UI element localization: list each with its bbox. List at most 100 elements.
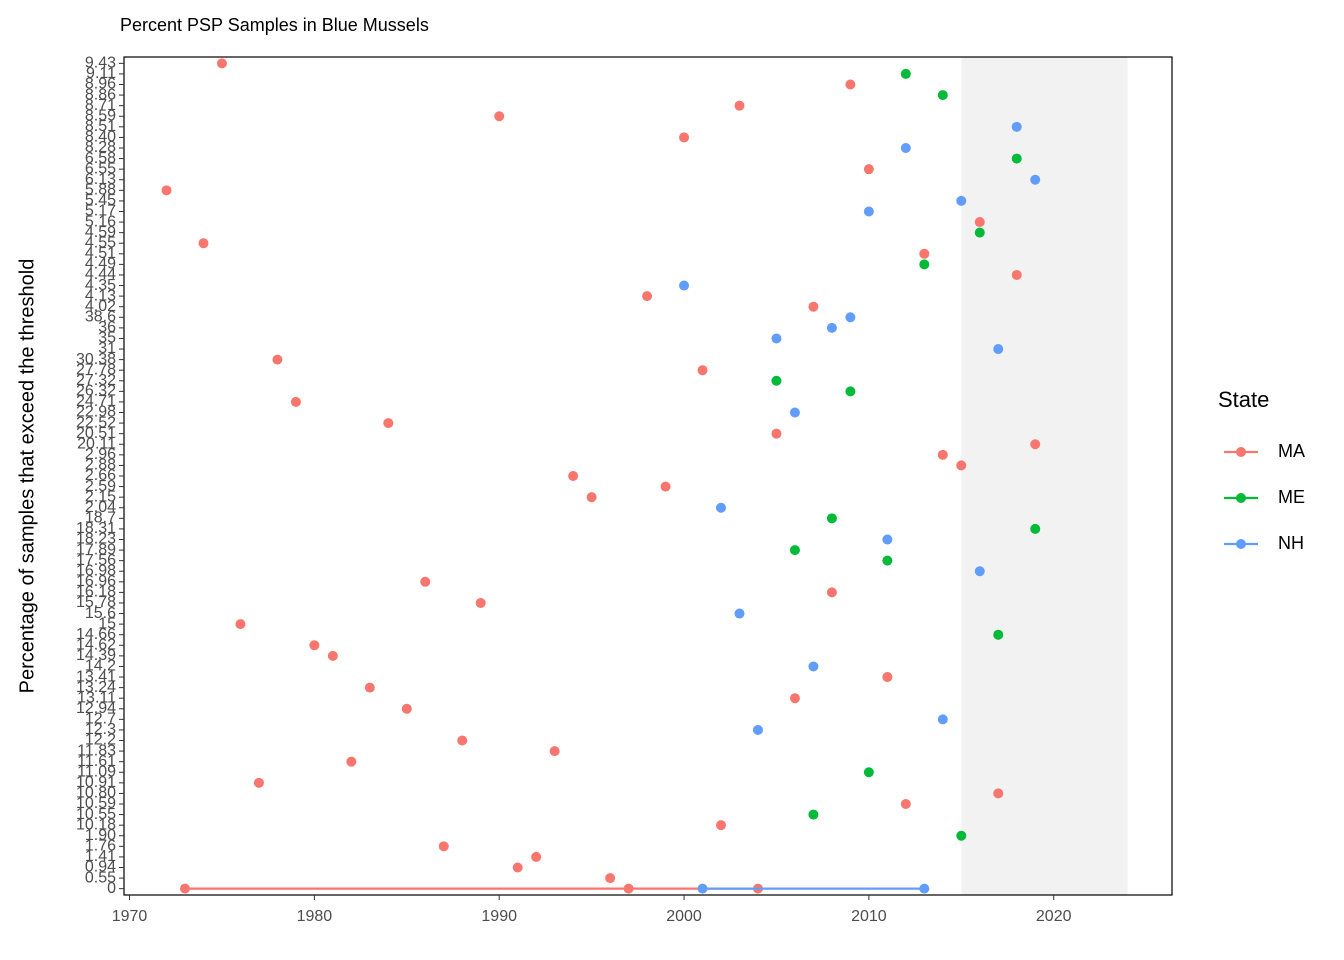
- y-tick-label: 10.18: [76, 816, 116, 833]
- data-point: [789, 407, 800, 418]
- x-tick-label: 2020: [1036, 908, 1072, 925]
- y-tick-label: 22.98: [76, 404, 116, 421]
- y-tick-label: 4.55: [85, 234, 116, 251]
- x-tick-label: 2010: [851, 908, 887, 925]
- y-tick-label: 4.44: [85, 266, 116, 283]
- data-point: [937, 714, 948, 725]
- data-point: [863, 767, 874, 778]
- data-point: [235, 619, 246, 630]
- data-point: [716, 820, 727, 831]
- data-point: [1011, 153, 1022, 164]
- y-tick-label: 2.88: [85, 457, 116, 474]
- y-tick-label: 1.41: [85, 848, 116, 865]
- data-point: [845, 386, 856, 397]
- data-point: [863, 164, 874, 175]
- y-tick-label: 5.17: [85, 203, 116, 220]
- y-tick-label: 5.16: [85, 213, 116, 230]
- legend-title: State: [1218, 387, 1269, 412]
- y-tick-label: 12.3: [85, 721, 116, 738]
- y-tick-label: 8.28: [85, 139, 116, 156]
- y-tick-label: 1.90: [85, 827, 116, 844]
- y-tick-label: 0.94: [85, 859, 116, 876]
- y-tick-label: 13.11: [77, 689, 116, 706]
- data-point: [660, 481, 671, 492]
- y-tick-label: 6.58: [85, 150, 116, 167]
- data-point: [882, 555, 893, 566]
- y-tick-label: 4.49: [85, 256, 116, 273]
- y-tick-label: 10.91: [76, 774, 116, 791]
- data-point: [937, 449, 948, 460]
- data-point: [679, 280, 690, 291]
- y-tick-label: 14.39: [76, 647, 116, 664]
- legend-point: [1236, 447, 1246, 457]
- data-point: [586, 492, 597, 503]
- data-point: [697, 365, 708, 376]
- data-point: [919, 259, 930, 270]
- y-tick-label: 10.55: [76, 806, 116, 823]
- y-tick-label: 27.32: [76, 372, 116, 389]
- data-point: [179, 883, 190, 894]
- y-tick-label: 18.23: [76, 531, 116, 548]
- data-point: [993, 344, 1004, 355]
- y-tick-label: 9.11: [86, 65, 116, 82]
- y-tick-label: 2.59: [85, 478, 116, 495]
- y-tick-label: 15.78: [76, 594, 116, 611]
- y-tick-label: 4.02: [85, 298, 116, 315]
- y-tick-label: 27.78: [76, 361, 116, 378]
- data-point: [882, 534, 893, 545]
- data-point: [937, 90, 948, 101]
- data-point: [327, 650, 338, 661]
- x-tick-label: 2000: [666, 908, 702, 925]
- data-point: [863, 206, 874, 217]
- y-tick-label: 0.55: [85, 869, 116, 886]
- y-tick-label: 9.43: [85, 55, 116, 72]
- data-point: [808, 661, 819, 672]
- y-tick-label: 8.59: [85, 107, 116, 124]
- y-tick-label: 11.61: [77, 753, 116, 770]
- y-tick-label: 4.51: [85, 245, 116, 262]
- y-tick-label: 15: [98, 615, 116, 632]
- data-point: [956, 195, 967, 206]
- y-tick-label: 16.98: [76, 562, 116, 579]
- y-tick-label: 17.89: [76, 541, 116, 558]
- data-point: [900, 142, 911, 153]
- x-tick-label: 1990: [481, 908, 517, 925]
- y-axis-title: Percentage of samples that exceed the th…: [16, 259, 38, 694]
- y-tick-label: 11.09: [77, 763, 116, 780]
- data-point: [605, 873, 616, 884]
- y-tick-label: 2.96: [85, 446, 116, 463]
- data-point: [771, 333, 782, 344]
- data-point: [401, 703, 412, 714]
- y-tick-label: 5.45: [85, 192, 116, 209]
- data-point: [457, 735, 468, 746]
- data-point: [882, 672, 893, 683]
- y-tick-label: 8.71: [85, 97, 116, 114]
- data-point: [290, 396, 301, 407]
- data-point: [716, 502, 727, 513]
- y-tick-label: 17.56: [76, 552, 116, 569]
- y-tick-label: 36: [98, 319, 116, 336]
- y-tick-label: 5.88: [85, 182, 116, 199]
- data-point: [272, 354, 283, 365]
- data-point: [568, 471, 579, 481]
- y-tick-label: 11.83: [77, 742, 116, 759]
- y-tick-label: 20.51: [76, 425, 116, 442]
- y-tick-label: 14.2: [85, 658, 116, 675]
- y-tick-label: 8.40: [85, 129, 116, 146]
- data-point: [826, 587, 837, 598]
- y-tick-label: 8.51: [85, 118, 116, 135]
- data-point: [549, 746, 560, 757]
- data-point: [956, 460, 967, 471]
- y-tick-label: 38.6: [85, 309, 116, 326]
- data-point: [383, 418, 394, 429]
- y-tick-label: 6.55: [85, 160, 116, 177]
- data-point: [309, 640, 320, 651]
- data-point: [475, 597, 486, 608]
- y-tick-label: 13.41: [76, 668, 116, 685]
- x-tick-label: 1970: [112, 908, 148, 925]
- data-point: [512, 862, 523, 873]
- data-point: [364, 682, 375, 693]
- y-tick-label: 1.76: [85, 838, 116, 855]
- legend-label: MA: [1278, 441, 1305, 461]
- data-point: [1011, 269, 1022, 280]
